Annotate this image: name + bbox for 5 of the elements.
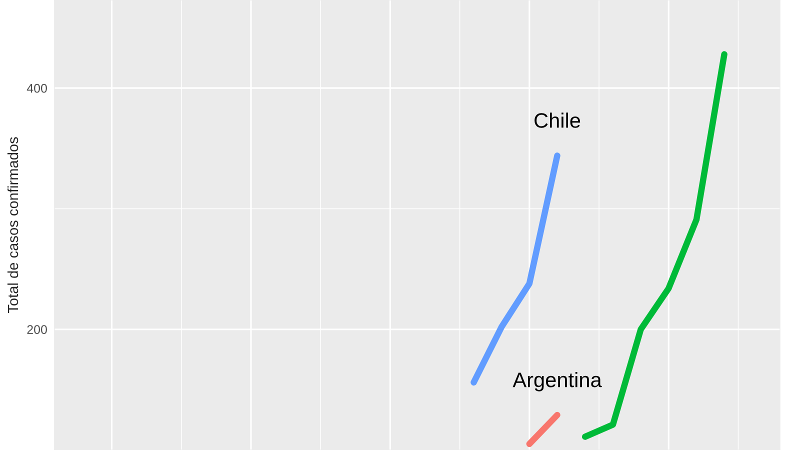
y-tick-label: 400 — [26, 84, 47, 93]
series-label: Chile — [534, 112, 580, 128]
y-axis-title: Total de casos confirmados — [7, 137, 18, 314]
y-tick-label: 200 — [27, 325, 47, 334]
series-label: Argentina — [512, 372, 602, 392]
